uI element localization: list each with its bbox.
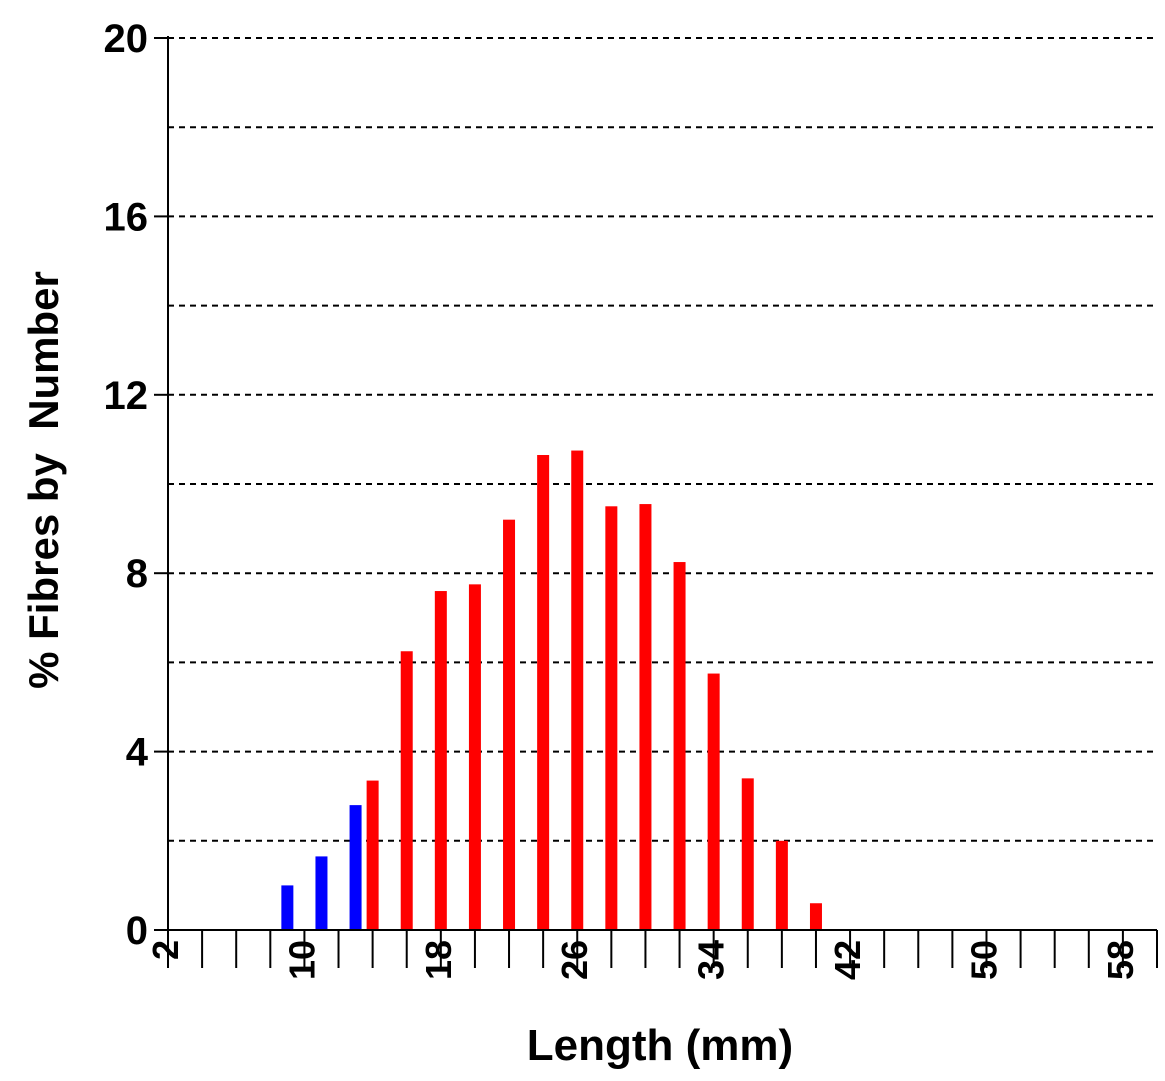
x-tick-label: 50 bbox=[963, 940, 1004, 980]
y-tick-label: 20 bbox=[104, 17, 149, 61]
bars bbox=[281, 450, 822, 930]
y-tick-label: 0 bbox=[126, 909, 148, 953]
bar bbox=[673, 562, 686, 930]
x-tick-label: 2 bbox=[145, 940, 186, 960]
bar bbox=[468, 584, 481, 930]
bar bbox=[809, 903, 822, 930]
x-tick-label: 42 bbox=[827, 940, 868, 980]
bar bbox=[349, 805, 362, 930]
x-tick-label: 26 bbox=[554, 940, 595, 980]
axes bbox=[154, 36, 1158, 968]
bar bbox=[400, 651, 413, 930]
bar bbox=[639, 504, 652, 930]
bar bbox=[503, 519, 516, 930]
x-tick-label: 18 bbox=[418, 940, 459, 980]
y-tick-label: 8 bbox=[126, 552, 148, 596]
bar bbox=[605, 506, 618, 930]
x-axis-title: Length (mm) bbox=[527, 1021, 793, 1070]
bar bbox=[537, 455, 550, 930]
x-tick-label: 34 bbox=[691, 940, 732, 980]
bar bbox=[281, 885, 294, 930]
bar bbox=[741, 778, 754, 930]
bar bbox=[315, 856, 328, 930]
y-tick-label: 12 bbox=[104, 374, 149, 418]
gridlines bbox=[168, 37, 1157, 842]
bar bbox=[366, 780, 379, 930]
tick-labels: 0 4 8 12 16 20 2 10 18 26 34 42 50 58 bbox=[104, 17, 1141, 980]
y-tick-label: 4 bbox=[126, 731, 149, 775]
y-axis-title: % Fibres by Number bbox=[20, 271, 67, 689]
y-tick-label: 16 bbox=[104, 195, 149, 239]
bar bbox=[571, 450, 584, 930]
bar bbox=[434, 591, 447, 930]
bar bbox=[775, 840, 788, 930]
bar bbox=[707, 673, 720, 930]
x-tick-label: 10 bbox=[281, 940, 322, 980]
x-tick-label: 58 bbox=[1100, 940, 1141, 980]
